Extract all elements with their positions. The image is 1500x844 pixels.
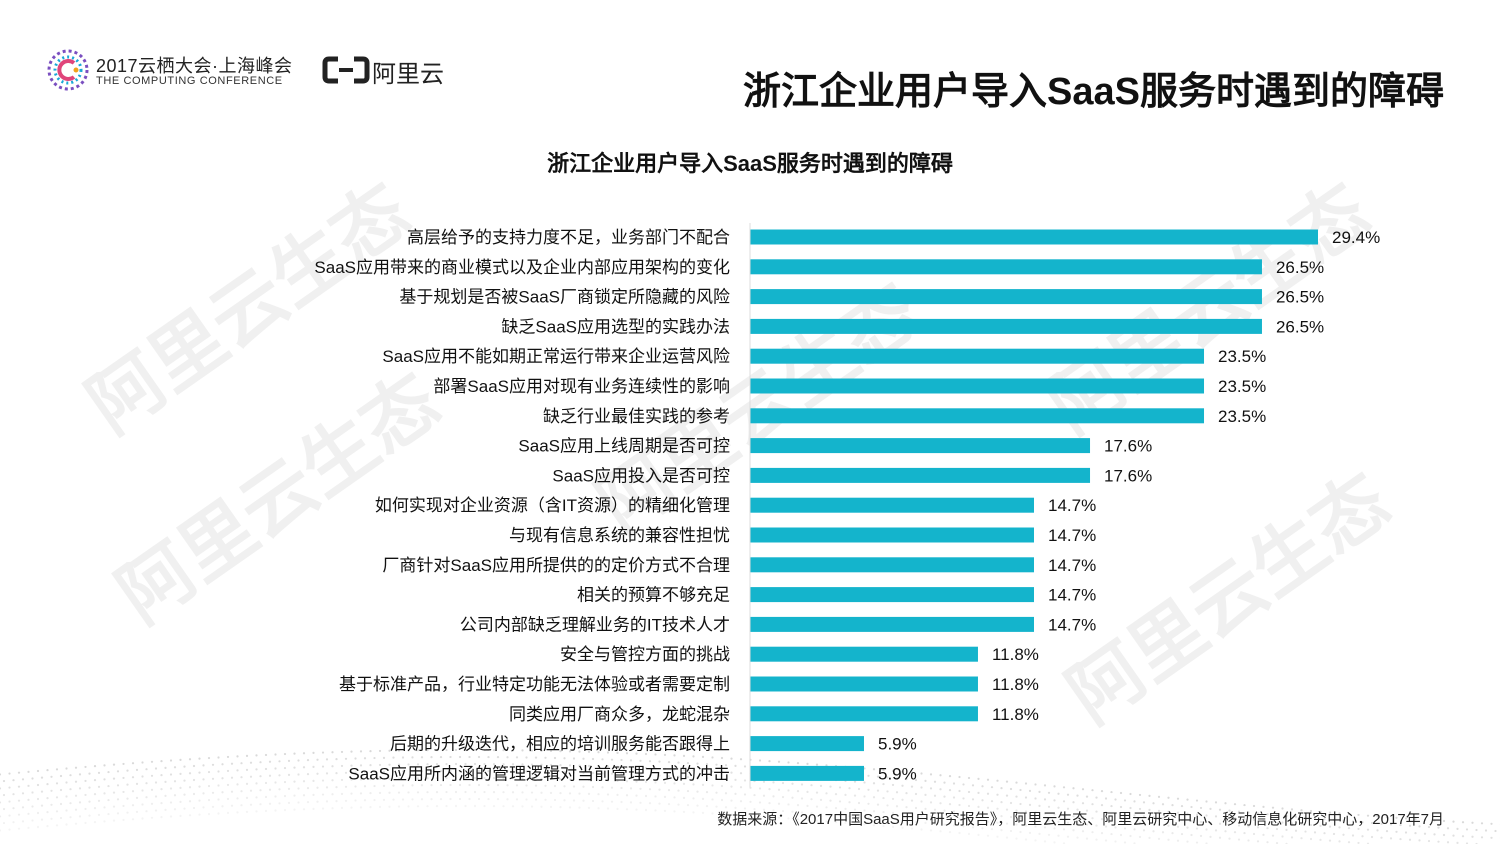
category-label: 厂商针对SaaS应用所提供的的定价方式不合理 <box>382 556 730 575</box>
bar <box>750 616 1034 632</box>
bar <box>750 736 864 752</box>
value-label: 26.5% <box>1276 317 1324 336</box>
chart-title: 浙江企业用户导入SaaS服务时遇到的障碍 <box>547 151 953 176</box>
aliyun-logo[interactable]: 阿里云 <box>322 52 452 88</box>
category-label: SaaS应用所内涵的管理逻辑对当前管理方式的冲击 <box>348 764 730 783</box>
value-label: 11.8% <box>992 675 1039 694</box>
conference-title: 2017云栖大会·上海峰会 <box>96 56 293 76</box>
category-label: SaaS应用不能如期正常运行带来企业运营风险 <box>382 347 730 366</box>
category-label: 同类应用厂商众多，龙蛇混杂 <box>509 705 730 724</box>
value-label: 23.5% <box>1218 407 1266 426</box>
bar <box>750 289 1262 305</box>
bar <box>750 259 1262 275</box>
bar <box>750 467 1091 483</box>
value-label: 11.8% <box>992 705 1039 724</box>
bar <box>750 676 978 692</box>
value-label: 14.7% <box>1048 526 1096 545</box>
bar <box>750 646 978 662</box>
value-label: 29.4% <box>1332 228 1380 247</box>
value-label: 17.6% <box>1104 437 1152 456</box>
bar <box>750 378 1205 394</box>
value-label: 14.7% <box>1048 615 1096 634</box>
value-label: 14.7% <box>1048 556 1096 575</box>
bar <box>750 348 1205 364</box>
category-label: 与现有信息系统的兼容性担忧 <box>509 526 730 545</box>
category-label: 基于规划是否被SaaS厂商锁定所隐藏的风险 <box>399 288 730 307</box>
value-label: 23.5% <box>1218 347 1266 366</box>
value-label: 26.5% <box>1276 258 1324 277</box>
category-label: 公司内部缺乏理解业务的IT技术人才 <box>460 615 730 634</box>
bar <box>750 497 1034 513</box>
category-label: 缺乏行业最佳实践的参考 <box>543 407 730 426</box>
bar <box>750 557 1034 573</box>
value-label: 5.9% <box>878 764 917 783</box>
bar <box>750 765 864 781</box>
category-label: 高层给予的支持力度不足，业务部门不配合 <box>407 228 730 247</box>
category-label: 部署SaaS应用对现有业务连续性的影响 <box>433 377 730 396</box>
category-label: SaaS应用上线周期是否可控 <box>518 437 730 456</box>
category-label: 缺乏SaaS应用选型的实践办法 <box>501 317 730 336</box>
category-label: 基于标准产品，行业特定功能无法体验或者需要定制 <box>339 675 730 694</box>
category-label: 如何实现对企业资源（含IT资源）的精细化管理 <box>375 496 730 515</box>
bar <box>750 229 1318 245</box>
value-label: 14.7% <box>1048 496 1096 515</box>
value-label: 5.9% <box>878 735 917 754</box>
category-label: 安全与管控方面的挑战 <box>560 645 730 664</box>
category-label: SaaS应用投入是否可控 <box>552 466 730 485</box>
bar <box>750 706 978 722</box>
bar <box>750 318 1262 334</box>
category-label: 相关的预算不够充足 <box>577 586 730 605</box>
page-title: 浙江企业用户导入SaaS服务时遇到的障碍 <box>743 71 1444 113</box>
conference-subtitle: THE COMPUTING CONFERENCE <box>96 75 283 87</box>
data-source-note: 数据来源：《2017中国SaaS用户研究报告》，阿里云生态、阿里云研究中心、移动… <box>717 811 1444 828</box>
conference-logo-icon <box>47 49 89 91</box>
value-label: 26.5% <box>1276 288 1324 307</box>
category-label: 后期的升级迭代，相应的培训服务能否跟得上 <box>390 735 730 754</box>
conference-logo[interactable]: 2017云栖大会·上海峰会 THE COMPUTING CONFERENCE <box>46 48 306 92</box>
aliyun-logo-icon <box>322 56 370 84</box>
category-label: SaaS应用带来的商业模式以及企业内部应用架构的变化 <box>314 258 730 277</box>
bar <box>750 527 1034 543</box>
bar <box>750 587 1034 603</box>
bar <box>750 438 1091 454</box>
value-label: 11.8% <box>992 645 1039 664</box>
aliyun-brand-name: 阿里云 <box>372 61 444 88</box>
value-label: 17.6% <box>1104 466 1152 485</box>
value-label: 23.5% <box>1218 377 1266 396</box>
value-label: 14.7% <box>1048 586 1096 605</box>
bar <box>750 408 1205 424</box>
